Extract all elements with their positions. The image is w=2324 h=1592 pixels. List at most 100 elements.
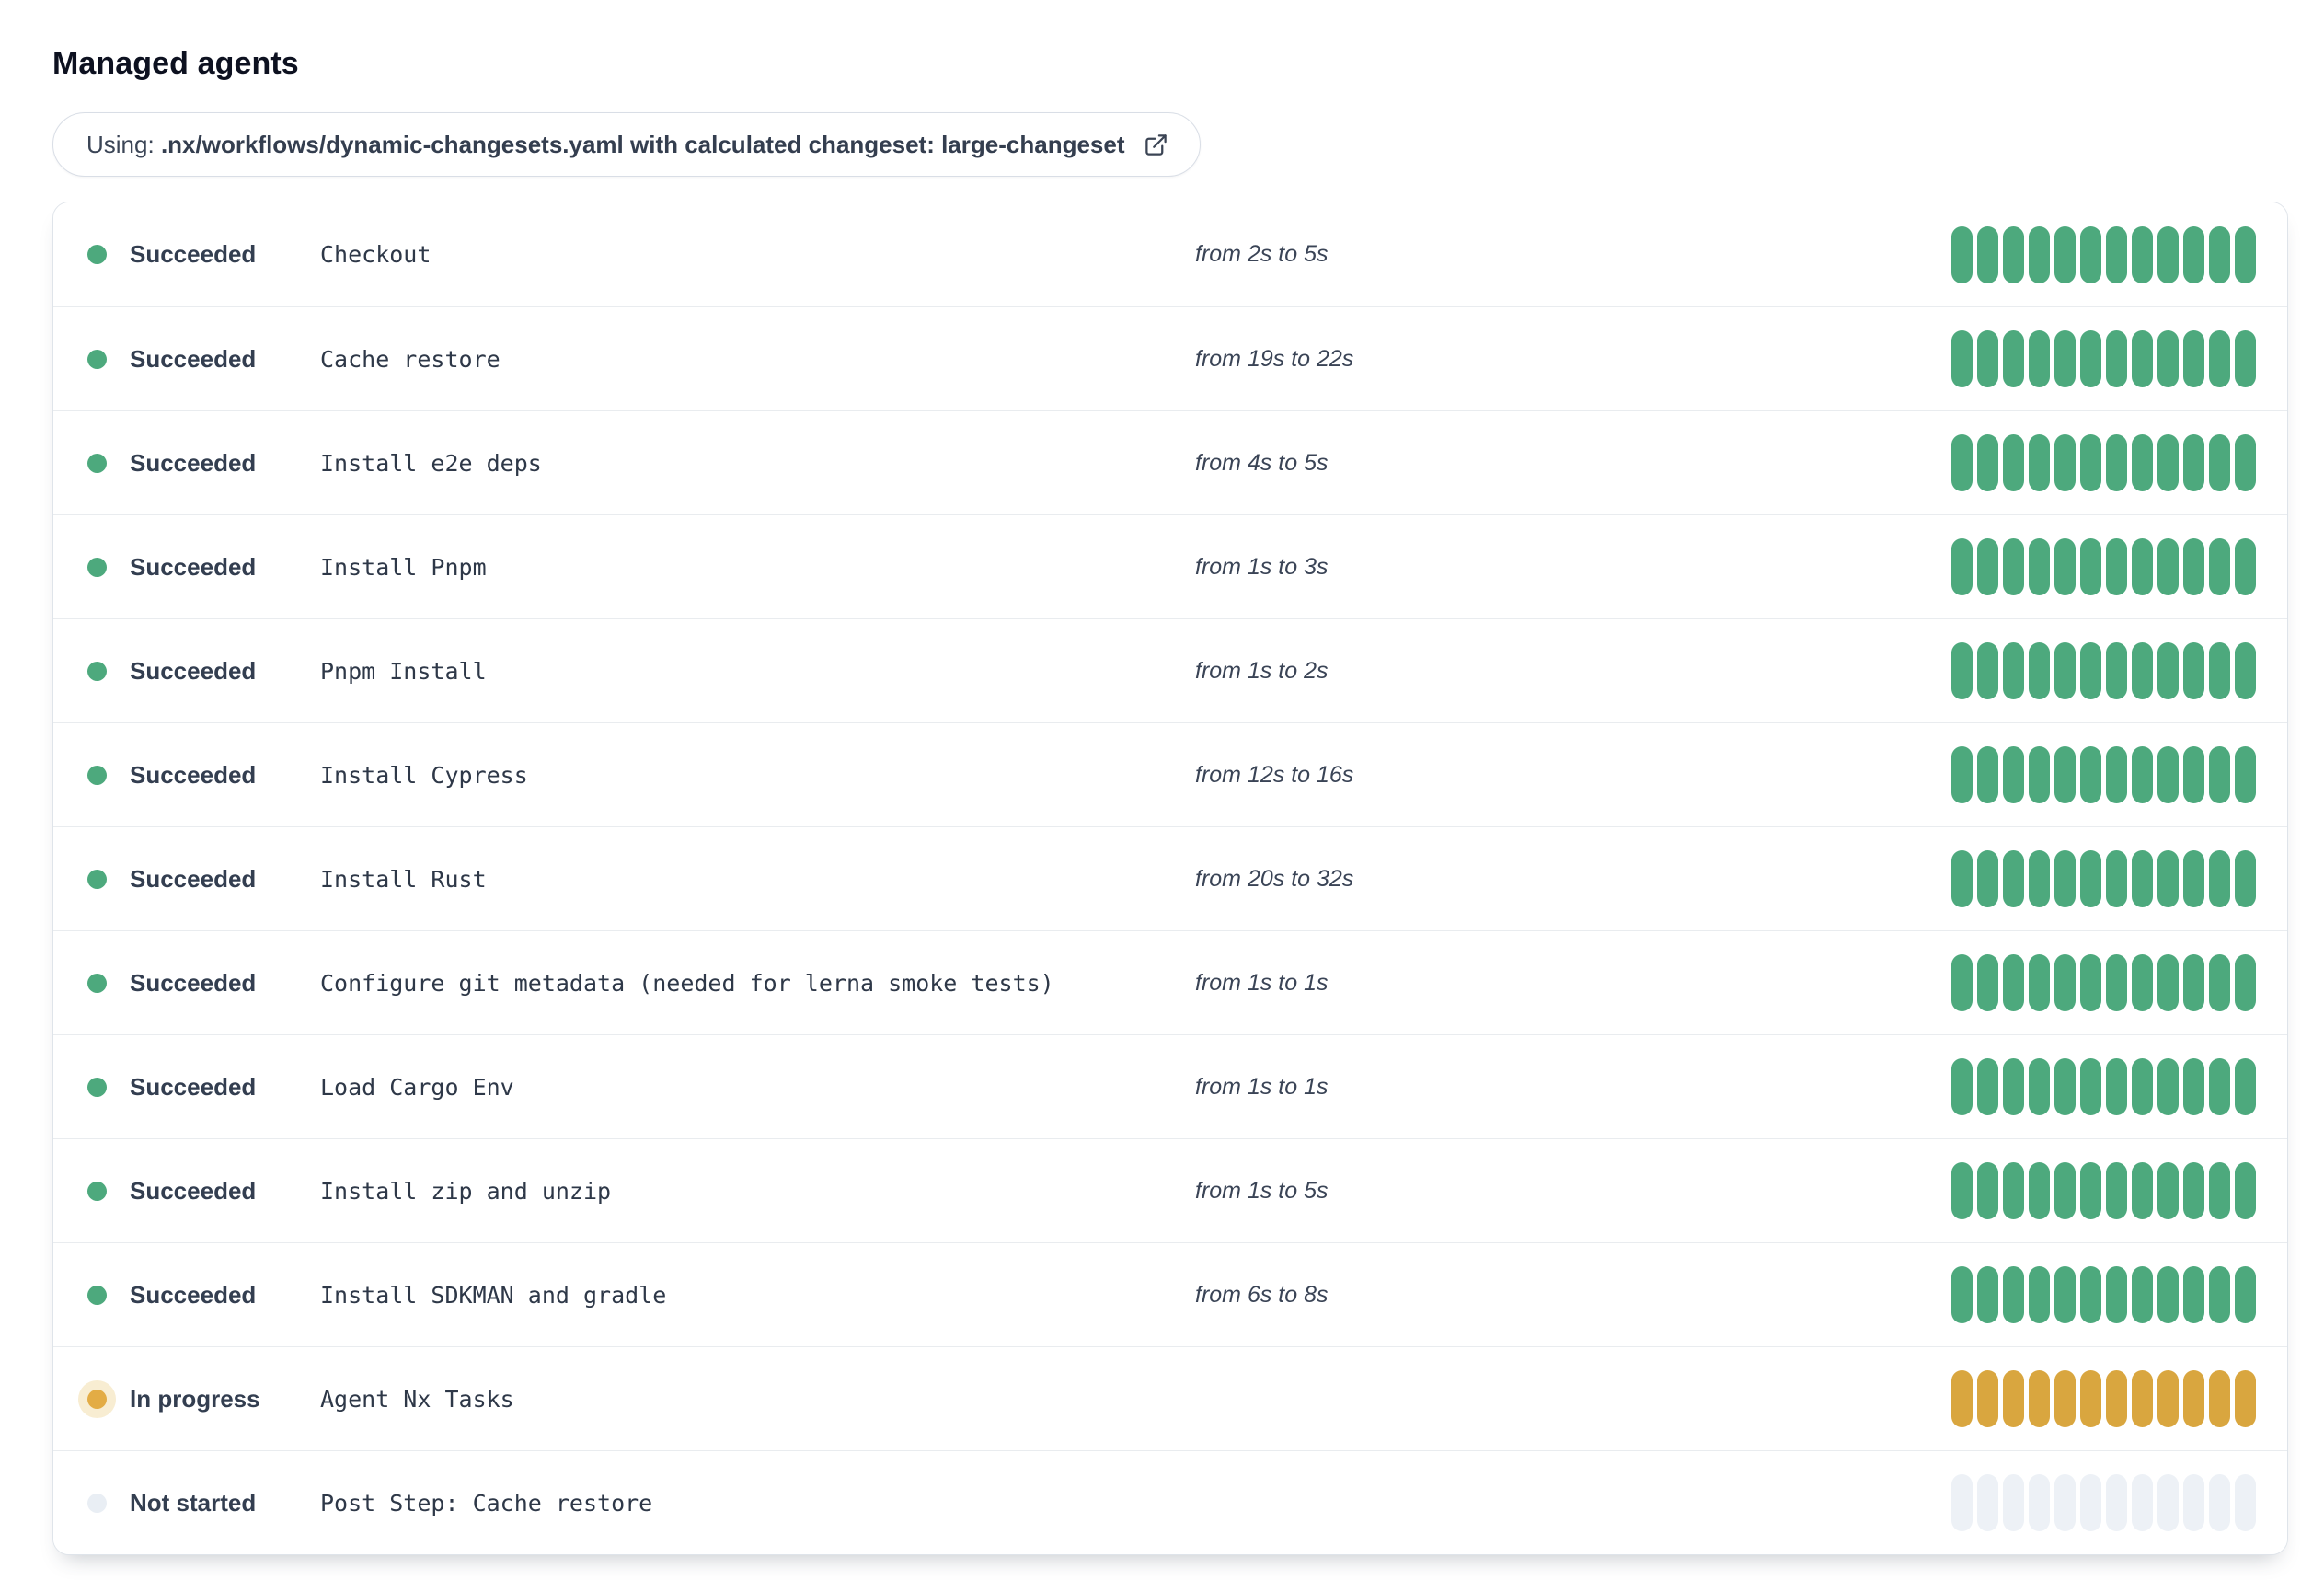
progress-segment: [2054, 850, 2076, 907]
step-duration: from 19s to 22s: [1195, 345, 1354, 372]
progress-segment: [2235, 330, 2256, 387]
agent-step-row[interactable]: Succeeded Pnpm Install from 1s to 2s: [53, 618, 2287, 722]
agent-step-row[interactable]: Succeeded Configure git metadata (needed…: [53, 930, 2287, 1034]
progress-segment: [2183, 746, 2204, 803]
progress-segment: [2029, 746, 2050, 803]
progress-segment: [2029, 850, 2050, 907]
status-label: Succeeded: [130, 240, 257, 268]
progress-segment: [2106, 1474, 2127, 1531]
progress-segment: [2235, 1162, 2256, 1219]
step-name: Configure git metadata (needed for lerna…: [320, 969, 1054, 997]
step-name: Pnpm Install: [320, 657, 487, 685]
progress-segment: [2106, 225, 2127, 283]
progress-segment: [2132, 330, 2153, 387]
progress-segment: [2132, 225, 2153, 283]
status-cell: Succeeded: [87, 969, 320, 998]
progress-segment: [2106, 954, 2127, 1011]
step-name: Install e2e deps: [320, 449, 542, 477]
progress-segment: [2003, 434, 2024, 491]
status-cell: Succeeded: [87, 1073, 320, 1102]
progress-segment: [2080, 1370, 2101, 1427]
progress-segment: [2054, 1474, 2076, 1531]
progress-segment: [2003, 746, 2024, 803]
status-label: Not started: [130, 1488, 257, 1517]
progress-segment: [2054, 1370, 2076, 1427]
progress-segment: [2132, 642, 2153, 699]
progress-segment: [2209, 1474, 2230, 1531]
progress-segment: [2029, 954, 2050, 1011]
step-name: Install Rust: [320, 865, 487, 893]
progress-segment: [2054, 434, 2076, 491]
workflow-banner-prefix: Using:: [86, 130, 155, 158]
status-cell: Succeeded: [87, 345, 320, 374]
agent-step-row[interactable]: Not started Post Step: Cache restore: [53, 1450, 2287, 1554]
progress-segment: [2003, 642, 2024, 699]
status-dot-icon: [87, 1181, 107, 1201]
status-dot-icon: [87, 973, 107, 993]
status-cell: Succeeded: [87, 761, 320, 790]
progress-segment: [2183, 1370, 2204, 1427]
progress-segment: [2132, 434, 2153, 491]
progress-segment: [2157, 538, 2179, 595]
status-dot-icon: [87, 1493, 107, 1513]
progress-segment: [2132, 1266, 2153, 1323]
status-label: Succeeded: [130, 1072, 257, 1101]
progress-segment: [2157, 225, 2179, 283]
agent-step-row[interactable]: Succeeded Cache restore from 19s to 22s: [53, 306, 2287, 410]
progress-segment: [2080, 538, 2101, 595]
progress-segment: [2209, 1370, 2230, 1427]
status-label: Succeeded: [130, 656, 257, 685]
progress-segment: [2209, 746, 2230, 803]
agent-step-row[interactable]: Succeeded Checkout from 2s to 5s: [53, 202, 2287, 306]
external-link-icon[interactable]: [1144, 133, 1168, 157]
agent-step-row[interactable]: In progress Agent Nx Tasks: [53, 1346, 2287, 1450]
progress-segment: [2106, 1370, 2127, 1427]
progress-segment: [1951, 954, 1973, 1011]
agent-step-row[interactable]: Succeeded Install Rust from 20s to 32s: [53, 826, 2287, 930]
progress-segment: [2209, 434, 2230, 491]
progress-segment: [2080, 225, 2101, 283]
progress-segment: [2235, 1266, 2256, 1323]
progress-segment: [2157, 850, 2179, 907]
progress-segment: [2235, 1474, 2256, 1531]
progress-segment: [2183, 538, 2204, 595]
step-name: Install zip and unzip: [320, 1177, 612, 1205]
agent-step-row[interactable]: Succeeded Install e2e deps from 4s to 5s: [53, 410, 2287, 514]
step-name: Cache restore: [320, 345, 500, 373]
progress-segment: [2003, 1162, 2024, 1219]
agent-step-row[interactable]: Succeeded Install zip and unzip from 1s …: [53, 1138, 2287, 1242]
progress-segment: [2209, 225, 2230, 283]
progress-segment: [2132, 538, 2153, 595]
step-name: Post Step: Cache restore: [320, 1489, 653, 1517]
progress-segment: [2029, 1474, 2050, 1531]
status-dot-icon: [87, 557, 107, 577]
progress-bars: [1951, 434, 2256, 491]
progress-segment: [2157, 746, 2179, 803]
agent-step-row[interactable]: Succeeded Load Cargo Env from 1s to 1s: [53, 1034, 2287, 1138]
progress-segment: [1977, 1370, 1998, 1427]
agent-step-row[interactable]: Succeeded Install Pnpm from 1s to 3s: [53, 514, 2287, 618]
step-duration: from 12s to 16s: [1195, 761, 1354, 788]
step-name: Agent Nx Tasks: [320, 1385, 514, 1413]
agent-step-row[interactable]: Succeeded Install Cypress from 12s to 16…: [53, 722, 2287, 826]
progress-segment: [2157, 434, 2179, 491]
progress-segment: [2235, 1058, 2256, 1115]
progress-bars: [1951, 954, 2256, 1011]
workflow-banner-link[interactable]: Using: .nx/workflows/dynamic-changesets.…: [52, 112, 1201, 177]
status-dot-icon: [87, 1285, 107, 1305]
progress-segment: [2157, 954, 2179, 1011]
agent-step-row[interactable]: Succeeded Install SDKMAN and gradle from…: [53, 1242, 2287, 1346]
status-dot-icon: [87, 453, 107, 473]
progress-segment: [2080, 1474, 2101, 1531]
progress-segment: [2080, 746, 2101, 803]
progress-segment: [2029, 1370, 2050, 1427]
status-label: Succeeded: [130, 864, 257, 893]
progress-bars: [1951, 1266, 2256, 1323]
progress-segment: [2054, 538, 2076, 595]
status-dot-icon: [87, 765, 107, 785]
progress-segment: [2106, 1058, 2127, 1115]
progress-bars: [1951, 850, 2256, 907]
progress-bars: [1951, 538, 2256, 595]
status-cell: Not started: [87, 1489, 320, 1517]
progress-segment: [2003, 954, 2024, 1011]
